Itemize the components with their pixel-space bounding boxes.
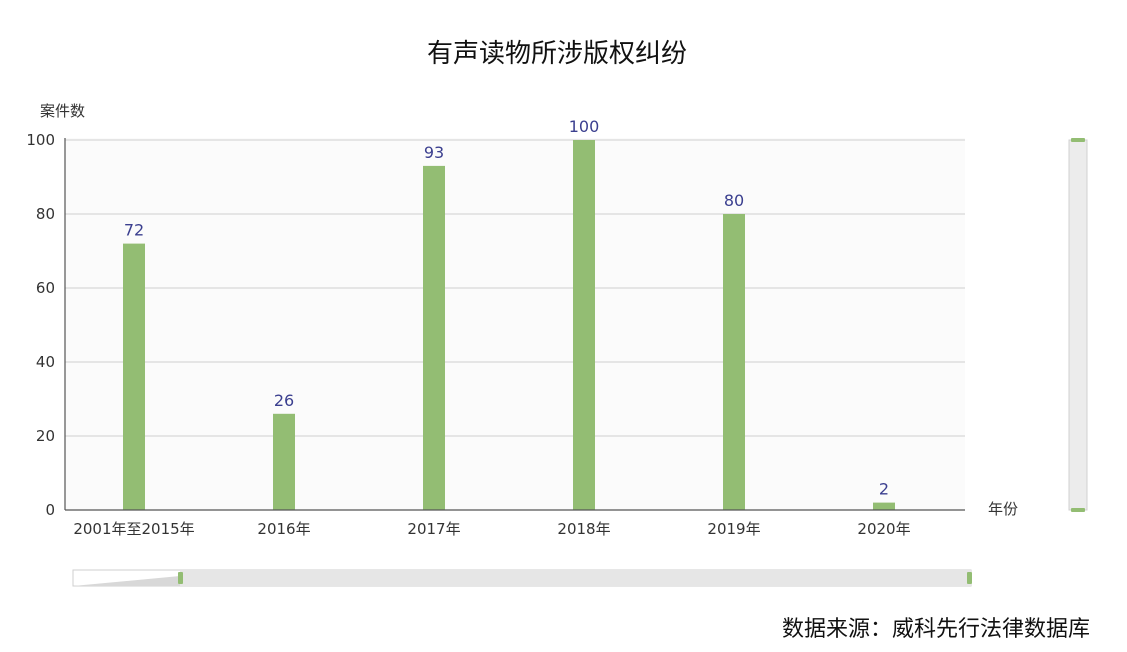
y-tick-label: 40 <box>36 353 55 371</box>
y-tick-label: 100 <box>26 131 55 149</box>
x-tick-label: 2001年至2015年 <box>73 520 194 538</box>
bar-value-label: 80 <box>724 191 744 210</box>
bar-value-label: 26 <box>274 391 294 410</box>
plot-background <box>65 138 965 510</box>
bar-value-label: 72 <box>124 221 144 240</box>
bar[interactable] <box>123 243 145 510</box>
data-source-note: 数据来源：威科先行法律数据库 <box>782 617 1090 642</box>
vertical-slider-track[interactable] <box>1068 139 1088 511</box>
bars <box>123 140 895 510</box>
horizontal-zoom-slider[interactable] <box>72 569 972 587</box>
y-tick-label: 80 <box>36 205 55 223</box>
vertical-slider-handle-bottom[interactable] <box>1071 508 1085 512</box>
bar[interactable] <box>273 413 295 510</box>
horizontal-slider-preview-shadow <box>73 576 180 586</box>
data-labels: 72 26 93 100 80 2 <box>124 117 889 499</box>
bar[interactable] <box>573 140 595 510</box>
horizontal-slider-selection[interactable] <box>180 570 971 586</box>
y-tick-label: 60 <box>36 279 55 297</box>
y-tick-label: 20 <box>36 427 55 445</box>
x-tick-label: 2020年 <box>857 520 910 538</box>
x-tick-label: 2019年 <box>707 520 760 538</box>
x-axis-label: 年份 <box>988 500 1018 518</box>
y-axis-label: 案件数 <box>40 102 85 120</box>
bar-value-label: 100 <box>569 117 600 136</box>
x-tick-label: 2018年 <box>557 520 610 538</box>
vertical-zoom-slider[interactable] <box>1068 138 1088 512</box>
bar[interactable] <box>723 214 745 510</box>
y-tick-labels: 0 20 40 60 80 100 <box>26 131 55 519</box>
x-tick-label: 2017年 <box>407 520 460 538</box>
bar[interactable] <box>423 165 445 510</box>
x-tick-labels: 2001年至2015年 2016年 2017年 2018年 2019年 2020年 <box>73 520 910 538</box>
bar[interactable] <box>873 502 895 510</box>
horizontal-slider-handle-right[interactable] <box>967 572 972 584</box>
x-tick-label: 2016年 <box>257 520 310 538</box>
bar-value-label: 2 <box>879 480 889 499</box>
vertical-slider-handle-top[interactable] <box>1071 138 1085 142</box>
bar-value-label: 93 <box>424 143 444 162</box>
chart-title: 有声读物所涉版权纠纷 <box>427 39 687 69</box>
horizontal-slider-handle-left[interactable] <box>178 572 183 584</box>
y-tick-label: 0 <box>45 501 55 519</box>
gridlines <box>65 139 965 437</box>
